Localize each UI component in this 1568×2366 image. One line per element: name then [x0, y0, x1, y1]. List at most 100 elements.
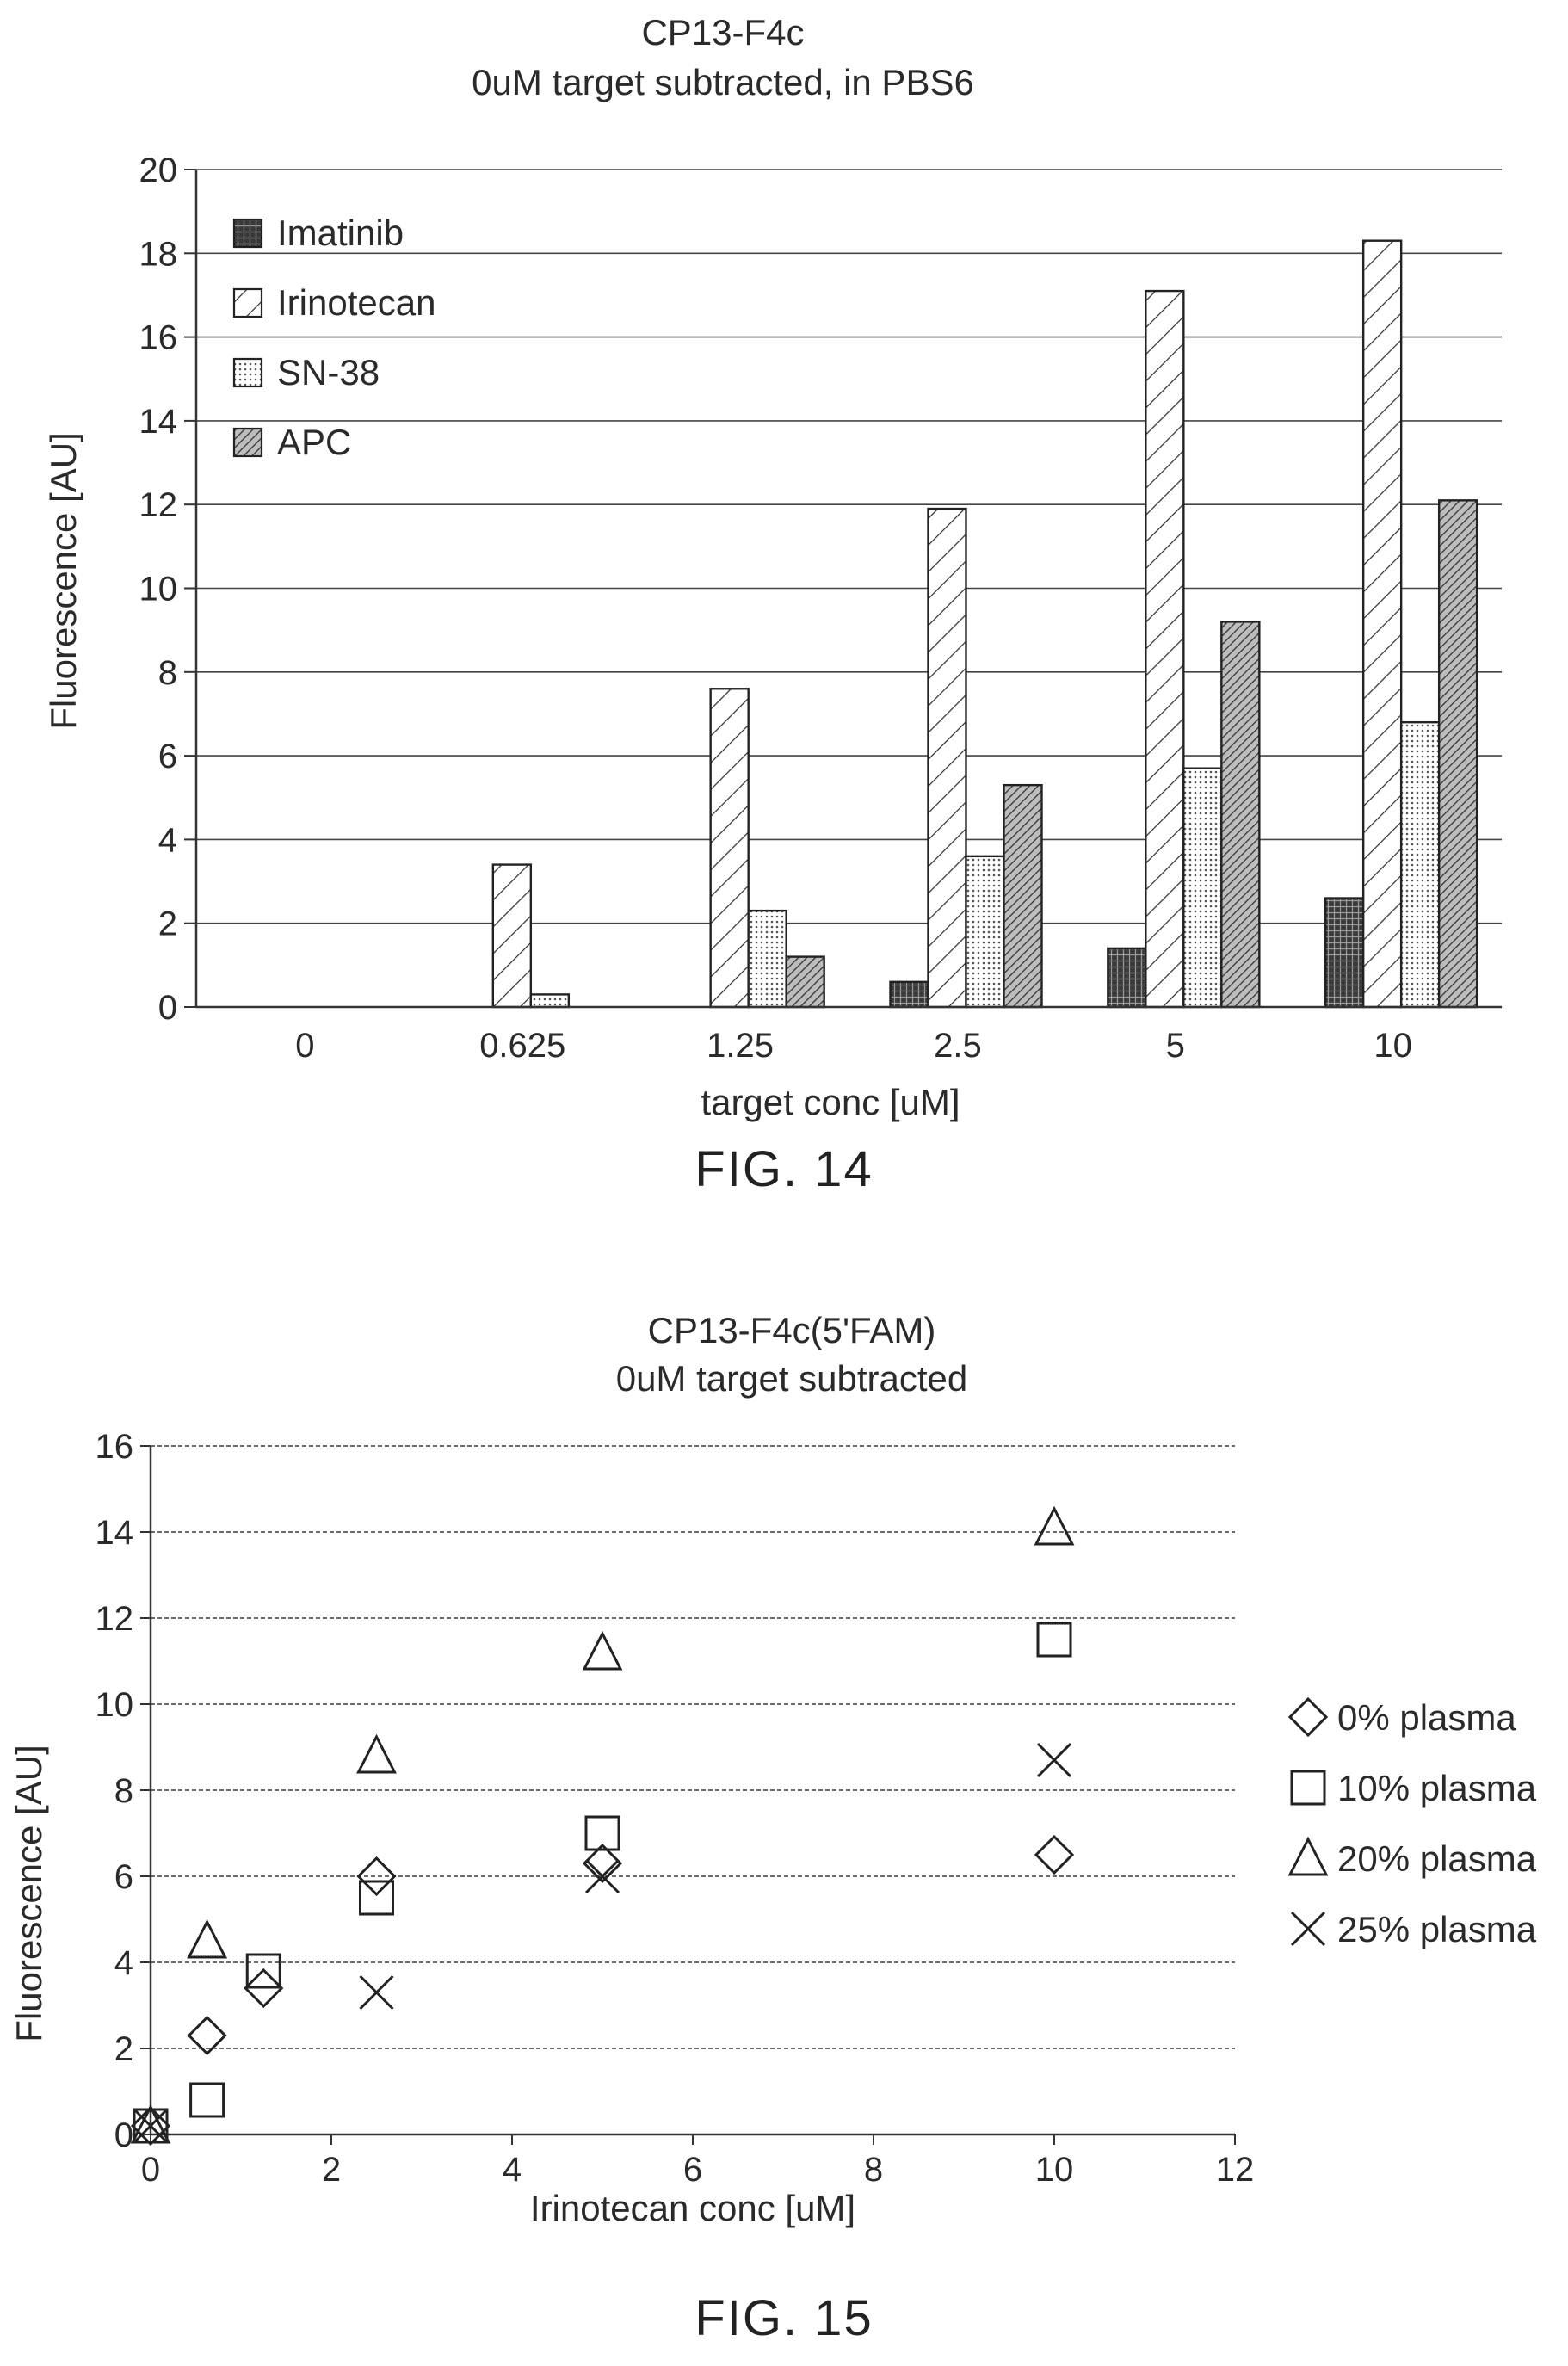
gridlines — [151, 1445, 1235, 2049]
y-tick-label: 8 — [114, 1772, 133, 1810]
triangle-marker — [130, 2103, 171, 2144]
x-axis-label: target conc [uM] — [701, 1082, 960, 1122]
legend-swatch — [232, 427, 263, 458]
y-tick-label: 10 — [139, 571, 178, 608]
diamond-marker — [130, 2105, 171, 2147]
figure-label: FIG. 15 — [694, 2290, 874, 2346]
figure-15: CP13-F4c(5'FAM) 0uM target subtracted 0 2… — [0, 1291, 1568, 2366]
legend-label: Irinotecan — [277, 282, 435, 323]
legend: 0% plasma 10% plasma 20% plasma 25% plasma — [1287, 1696, 1537, 1949]
square-marker — [584, 1815, 620, 1851]
y-tick-label: 14 — [96, 1514, 134, 1552]
bar — [747, 909, 787, 1009]
bar — [1003, 783, 1043, 1009]
bars — [491, 239, 1478, 1009]
y-tick-label: 18 — [139, 235, 178, 273]
x-marker — [1036, 1742, 1072, 1778]
bar — [709, 688, 750, 1009]
y-axis-label: Fluorescence [AU] — [9, 1745, 49, 2042]
data-points — [130, 1505, 1075, 2147]
bar — [1220, 621, 1261, 1009]
y-tick-label: 12 — [139, 486, 178, 524]
legend-swatch — [232, 287, 263, 318]
diamond-marker — [356, 1856, 397, 1897]
y-tick-label: 6 — [114, 1858, 133, 1896]
y-tick-label: 12 — [96, 1600, 134, 1638]
square-marker — [359, 1880, 394, 1916]
square-marker — [1036, 1622, 1072, 1658]
y-tick-label: 20 — [139, 151, 178, 189]
x-tick-label: 0 — [141, 2151, 160, 2189]
chart-subtitle: 0uM target subtracted — [616, 1358, 968, 1399]
y-tick-label: 8 — [158, 654, 177, 692]
x-marker — [133, 2108, 169, 2144]
x-tick-label: 10 — [1374, 1027, 1412, 1065]
figure-label: FIG. 14 — [694, 1141, 874, 1197]
x-tick-label: 8 — [864, 2151, 883, 2189]
axes — [184, 169, 1502, 1009]
y-tick-label: 0 — [158, 989, 177, 1027]
legend: Imatinib Irinotecan SN-38 APC — [232, 213, 435, 462]
legend-label: 20% plasma — [1337, 1838, 1537, 1879]
triangle-marker — [1287, 1836, 1329, 1876]
y-tick-label: 4 — [158, 821, 177, 859]
x-marker — [584, 1858, 620, 1894]
y-tick-label: 2 — [158, 905, 177, 943]
y-tick-label: 6 — [158, 738, 177, 775]
square-marker — [1290, 1770, 1326, 1806]
x-tick-label: 12 — [1216, 2151, 1255, 2189]
y-tick-label: 10 — [96, 1686, 134, 1724]
x-tick-label: 10 — [1035, 2151, 1074, 2189]
legend-label: 0% plasma — [1337, 1697, 1516, 1738]
bar — [1437, 499, 1478, 1009]
y-tick-label: 14 — [139, 403, 178, 441]
legend-label: APC — [277, 422, 351, 462]
square-marker — [189, 2082, 225, 2118]
x-tick-label: 2 — [322, 2151, 341, 2189]
bar — [785, 955, 825, 1009]
tick-labels: 0 2 4 6 8 10 12 14 16 0 2 4 6 8 10 12 — [96, 1428, 1255, 2189]
chart-title: CP13-F4c(5'FAM) — [648, 1310, 936, 1350]
legend-swatch — [232, 218, 263, 249]
legend-swatch — [232, 357, 263, 388]
bar-chart: CP13-F4c 0uM target subtracted, in PBS6 … — [43, 12, 1502, 1122]
bar — [965, 855, 1005, 1009]
y-tick-label: 4 — [114, 1944, 133, 1982]
x-axis-label: Irinotecan conc [uM] — [530, 2188, 855, 2228]
diamond-marker — [582, 1843, 623, 1884]
bar — [1107, 947, 1147, 1009]
y-tick-label: 2 — [114, 2030, 133, 2068]
bar — [529, 993, 571, 1009]
x-tick-label: 1.25 — [707, 1027, 774, 1065]
chart-subtitle: 0uM target subtracted, in PBS6 — [472, 62, 974, 102]
diamond-marker — [1034, 1834, 1075, 1875]
x-tick-label: 2.5 — [934, 1027, 982, 1065]
legend-label: 10% plasma — [1337, 1768, 1537, 1808]
x-tick-label: 4 — [503, 2151, 522, 2189]
y-axis-label: Fluorescence [AU] — [43, 432, 83, 729]
bar — [1324, 897, 1365, 1009]
legend-label: SN-38 — [277, 352, 380, 392]
x-marker — [1290, 1911, 1326, 1947]
figure-14: CP13-F4c 0uM target subtracted, in PBS6 … — [43, 12, 1502, 1197]
bar — [491, 863, 533, 1009]
bar — [1182, 767, 1223, 1009]
bar — [1145, 289, 1185, 1009]
triangle-marker — [356, 1733, 397, 1774]
y-tick-label: 16 — [139, 319, 178, 357]
x-tick-label: 6 — [683, 2151, 702, 2189]
x-tick-label: 5 — [1166, 1027, 1185, 1065]
gridlines — [196, 169, 1502, 924]
triangle-marker — [187, 1918, 228, 1959]
triangle-marker — [1034, 1505, 1075, 1546]
diamond-marker — [244, 1968, 284, 2009]
legend-label: Imatinib — [277, 213, 404, 253]
y-tick-label: 16 — [96, 1428, 134, 1466]
tick-labels: 0 2 4 6 8 10 12 14 16 18 20 0 0.625 1.25 2.5 5 10 — [139, 151, 1412, 1065]
y-tick-label: 0 — [114, 2116, 133, 2154]
bar — [1361, 239, 1403, 1009]
diamond-marker — [1287, 1696, 1329, 1738]
x-tick-label: 0.625 — [479, 1027, 565, 1065]
legend-label: 25% plasma — [1337, 1909, 1537, 1949]
chart-title: CP13-F4c — [641, 12, 804, 53]
